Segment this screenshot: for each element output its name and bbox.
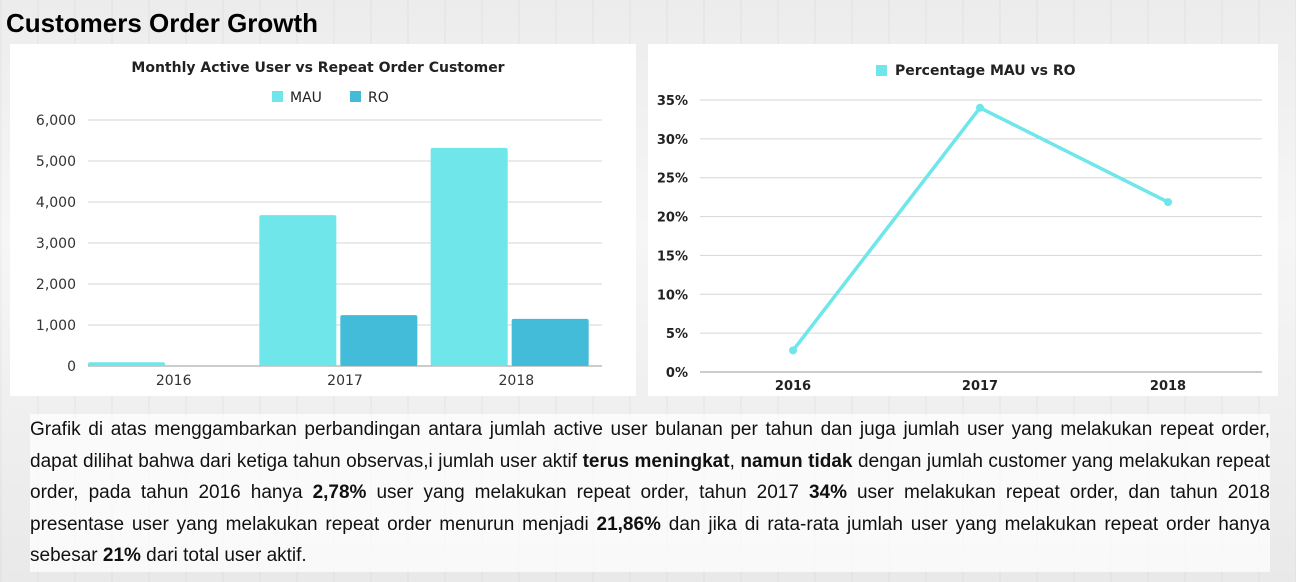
highlight-text: 2,78% bbox=[312, 482, 367, 503]
body-text: , bbox=[729, 450, 741, 472]
bar-mau-2018 bbox=[430, 147, 508, 366]
x-tick-label: 2018 bbox=[1150, 379, 1186, 394]
body-text: user melakukan repeat order, dan tahun 2… bbox=[30, 482, 1270, 535]
legend-label-ro: RO bbox=[368, 90, 389, 106]
highlight-text: 34% bbox=[808, 482, 847, 503]
data-point-2018 bbox=[1164, 198, 1172, 207]
y-tick-label: 1,000 bbox=[36, 318, 76, 334]
body-text: dari total user aktif. bbox=[140, 545, 307, 566]
bar-chart: Monthly Active User vs Repeat Order Cust… bbox=[36, 60, 602, 389]
data-point-2017 bbox=[976, 103, 984, 112]
y-tick-label: 3,000 bbox=[36, 236, 76, 252]
x-tick-label: 2017 bbox=[962, 379, 998, 394]
legend-swatch-mau bbox=[272, 91, 283, 102]
page-title: Customers Order Growth bbox=[6, 8, 319, 38]
highlight-text: 21% bbox=[102, 545, 141, 566]
highlight-text: terus meningkat bbox=[582, 450, 730, 472]
bar-mau-2017 bbox=[259, 215, 337, 366]
legend-label-percentage: Percentage MAU vs RO bbox=[895, 63, 1076, 79]
x-tick-label: 2016 bbox=[775, 379, 811, 394]
y-tick-label: 0 bbox=[67, 359, 76, 375]
x-tick-label: 2016 bbox=[156, 373, 192, 389]
bar-ro-2017 bbox=[340, 315, 418, 366]
y-tick-label: 5,000 bbox=[36, 154, 76, 170]
line-chart: Percentage MAU vs RO 0% 5% 10% 15% 20% 25% 30% 3… bbox=[657, 63, 1262, 394]
highlight-text: namun tidak bbox=[740, 450, 853, 472]
y-tick-label: 0% bbox=[666, 366, 688, 381]
y-tick-label: 6,000 bbox=[36, 113, 76, 129]
bar-mau-2016 bbox=[88, 362, 165, 366]
x-tick-label: 2018 bbox=[499, 373, 535, 389]
y-tick-label: 30% bbox=[657, 133, 688, 148]
body-text: Grafik di atas menggambarkan perbandinga… bbox=[30, 419, 1270, 472]
y-tick-label: 2,000 bbox=[36, 277, 76, 293]
y-tick-label: 35% bbox=[657, 94, 688, 109]
bar-ro-2018 bbox=[511, 318, 589, 366]
body-text: dengan jumlah customer yang melakukan re… bbox=[30, 450, 1271, 504]
x-tick-label: 2017 bbox=[327, 373, 363, 389]
series-line-percentage bbox=[791, 106, 1170, 353]
highlight-text: 21,86% bbox=[596, 513, 661, 535]
y-tick-label: 4,000 bbox=[36, 195, 76, 211]
y-tick-label: 20% bbox=[657, 211, 688, 226]
data-point-2016 bbox=[789, 346, 797, 355]
y-tick-label: 5% bbox=[666, 327, 688, 342]
bar-chart-title: Monthly Active User vs Repeat Order Cust… bbox=[131, 60, 504, 76]
body-text: dan jika di rata-rata jumlah user yang m… bbox=[30, 513, 1270, 567]
legend-swatch-ro bbox=[350, 91, 361, 102]
y-tick-label: 25% bbox=[657, 172, 688, 187]
bar-chart-panel: Monthly Active User vs Repeat Order Cust… bbox=[10, 44, 636, 396]
line-chart-panel: Percentage MAU vs RO 0% 5% 10% 15% 20% 25% 30% 3… bbox=[648, 44, 1278, 396]
body-text: user yang melakukan repeat order, tahun … bbox=[366, 482, 809, 503]
legend-label-mau: MAU bbox=[290, 90, 322, 106]
y-tick-label: 10% bbox=[657, 288, 688, 303]
y-tick-label: 15% bbox=[657, 249, 688, 264]
legend-swatch-percentage bbox=[876, 65, 887, 76]
description-paragraph: Grafik di atas menggambarkan perbandinga… bbox=[30, 414, 1270, 572]
